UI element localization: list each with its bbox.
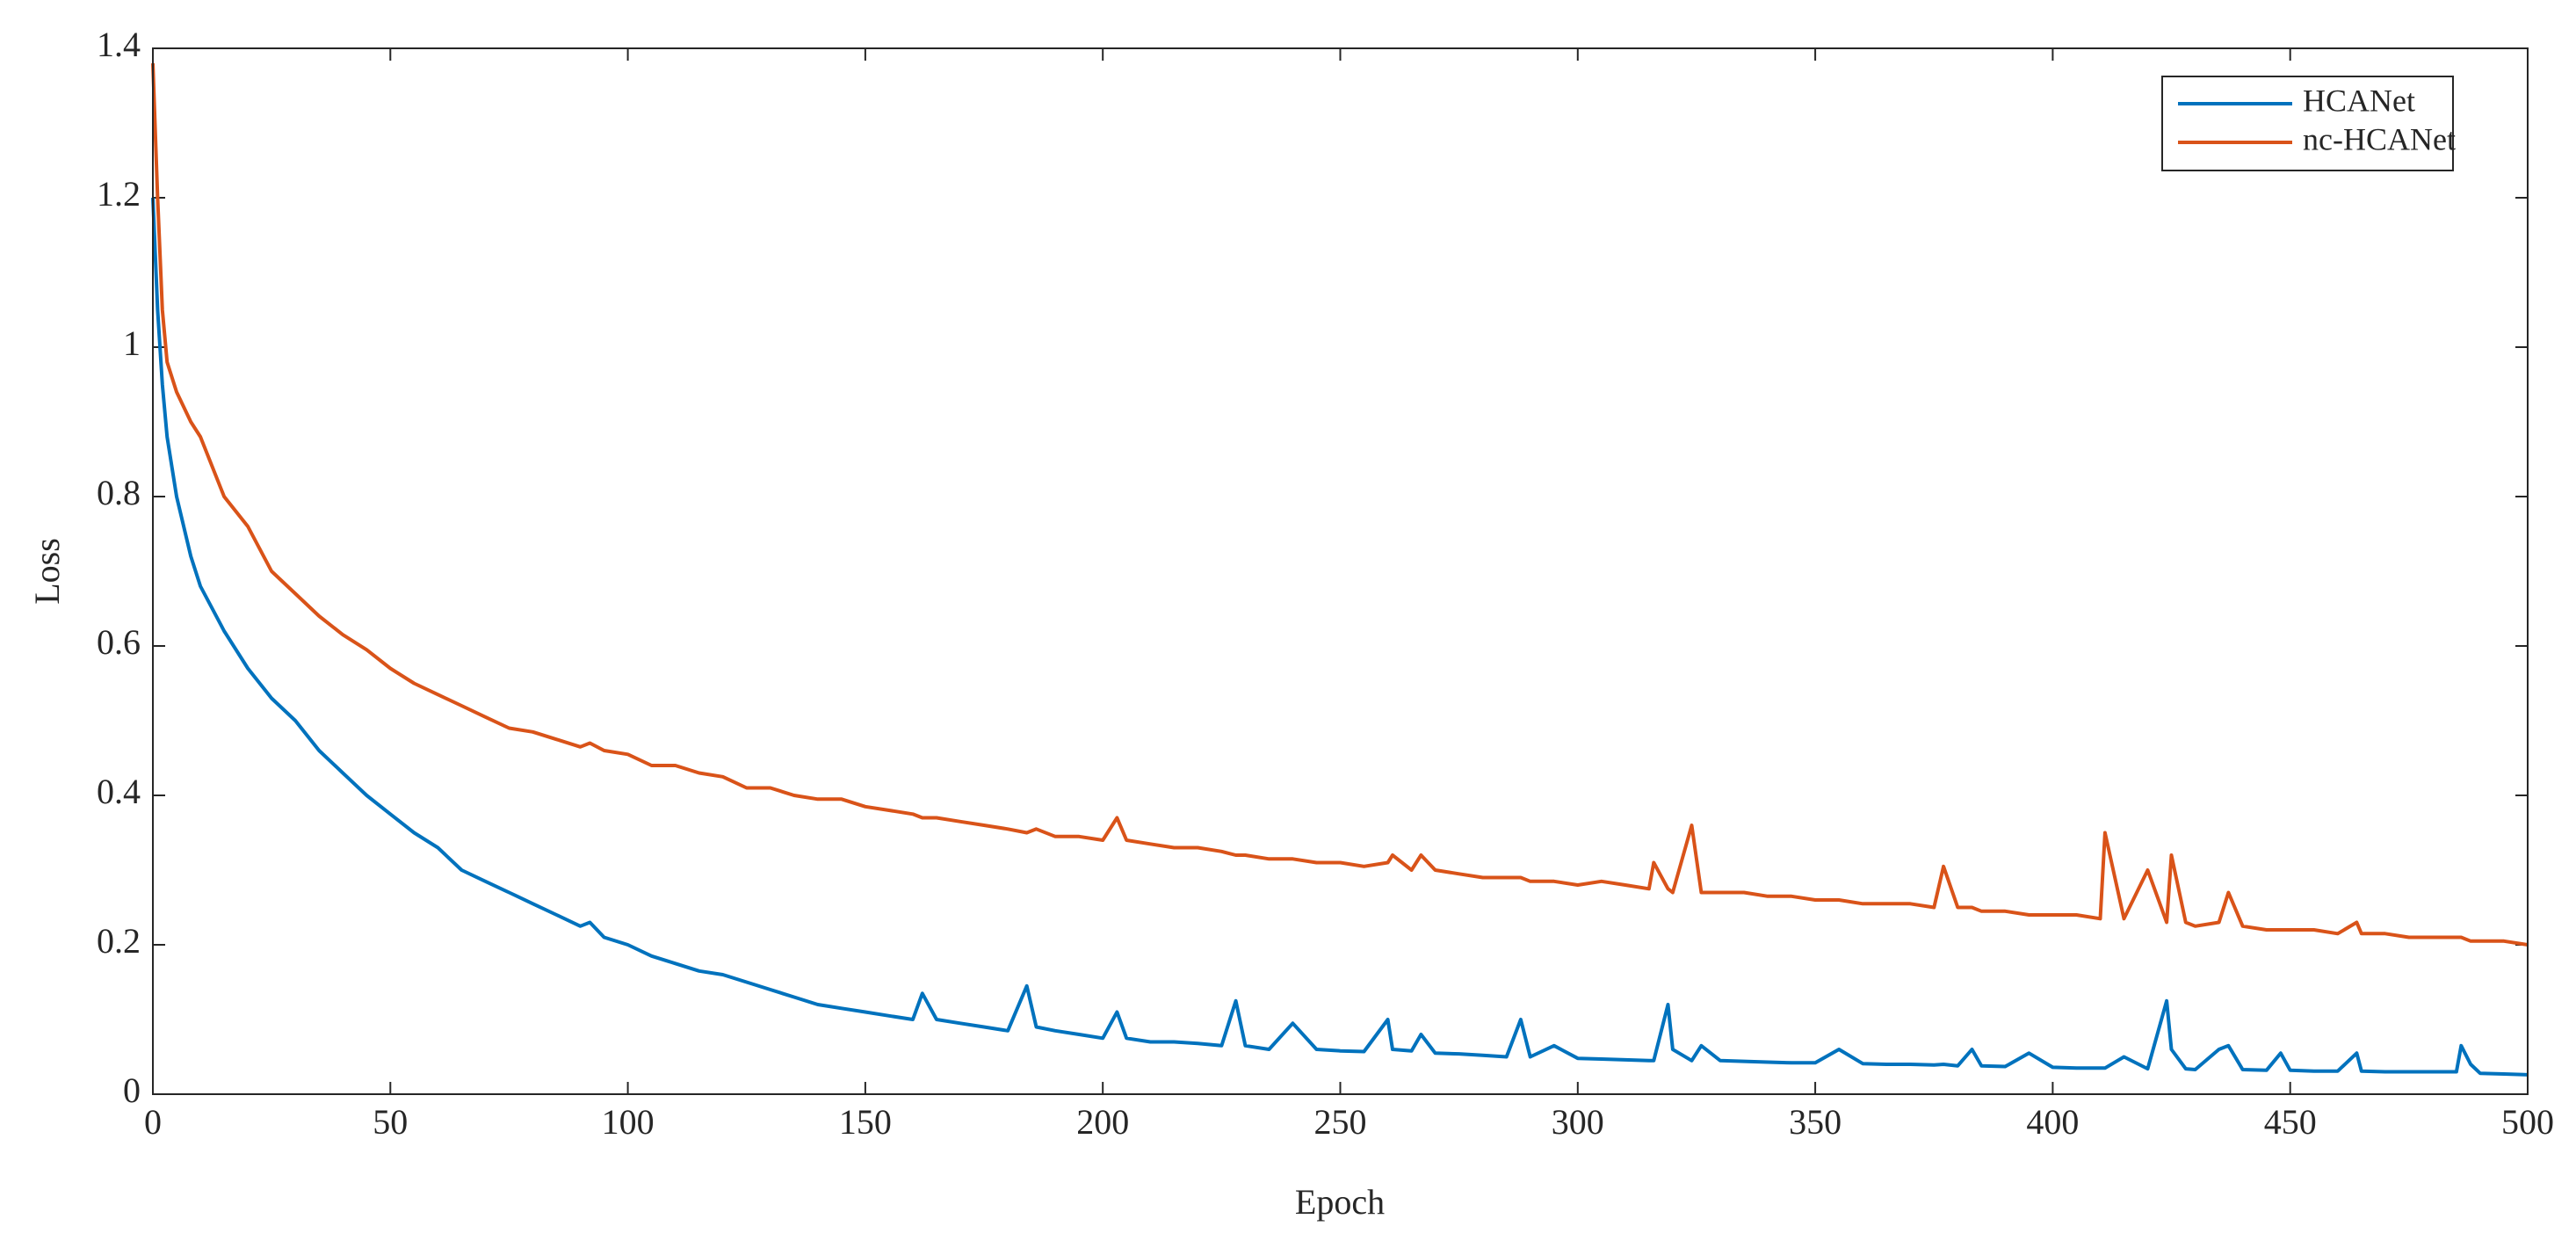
x-tick-label: 300 [1552, 1102, 1604, 1142]
plot-frame [152, 47, 2529, 1095]
x-tick-label: 250 [1314, 1102, 1367, 1142]
legend-box [2161, 76, 2454, 171]
y-axis-label: Loss [27, 538, 67, 605]
legend-label: nc-HCANet [2303, 121, 2456, 156]
x-tick-label: 50 [373, 1102, 408, 1142]
x-tick-label: 350 [1789, 1102, 1842, 1142]
line-series [151, 62, 2529, 947]
x-tick-label: 450 [2264, 1102, 2317, 1142]
x-tick-label: 150 [839, 1102, 892, 1142]
y-tick-label: 1.4 [97, 25, 141, 64]
y-tick-label: 0.6 [97, 622, 141, 662]
x-tick-label: 100 [602, 1102, 655, 1142]
x-tick-label: 200 [1076, 1102, 1129, 1142]
y-tick-label: 0.4 [97, 772, 141, 811]
x-axis-label: Epoch [1295, 1182, 1385, 1222]
y-tick-label: 0.8 [97, 473, 141, 512]
y-tick-label: 0 [123, 1070, 141, 1110]
y-tick-label: 1.2 [97, 174, 141, 214]
legend-label: HCANet [2303, 83, 2415, 118]
x-tick-label: 500 [2501, 1102, 2554, 1142]
y-tick-label: 1 [123, 323, 141, 363]
x-tick-label: 400 [2026, 1102, 2079, 1142]
x-tick-label: 0 [144, 1102, 162, 1142]
line-series [151, 197, 2529, 1077]
y-tick-label: 0.2 [97, 921, 141, 961]
